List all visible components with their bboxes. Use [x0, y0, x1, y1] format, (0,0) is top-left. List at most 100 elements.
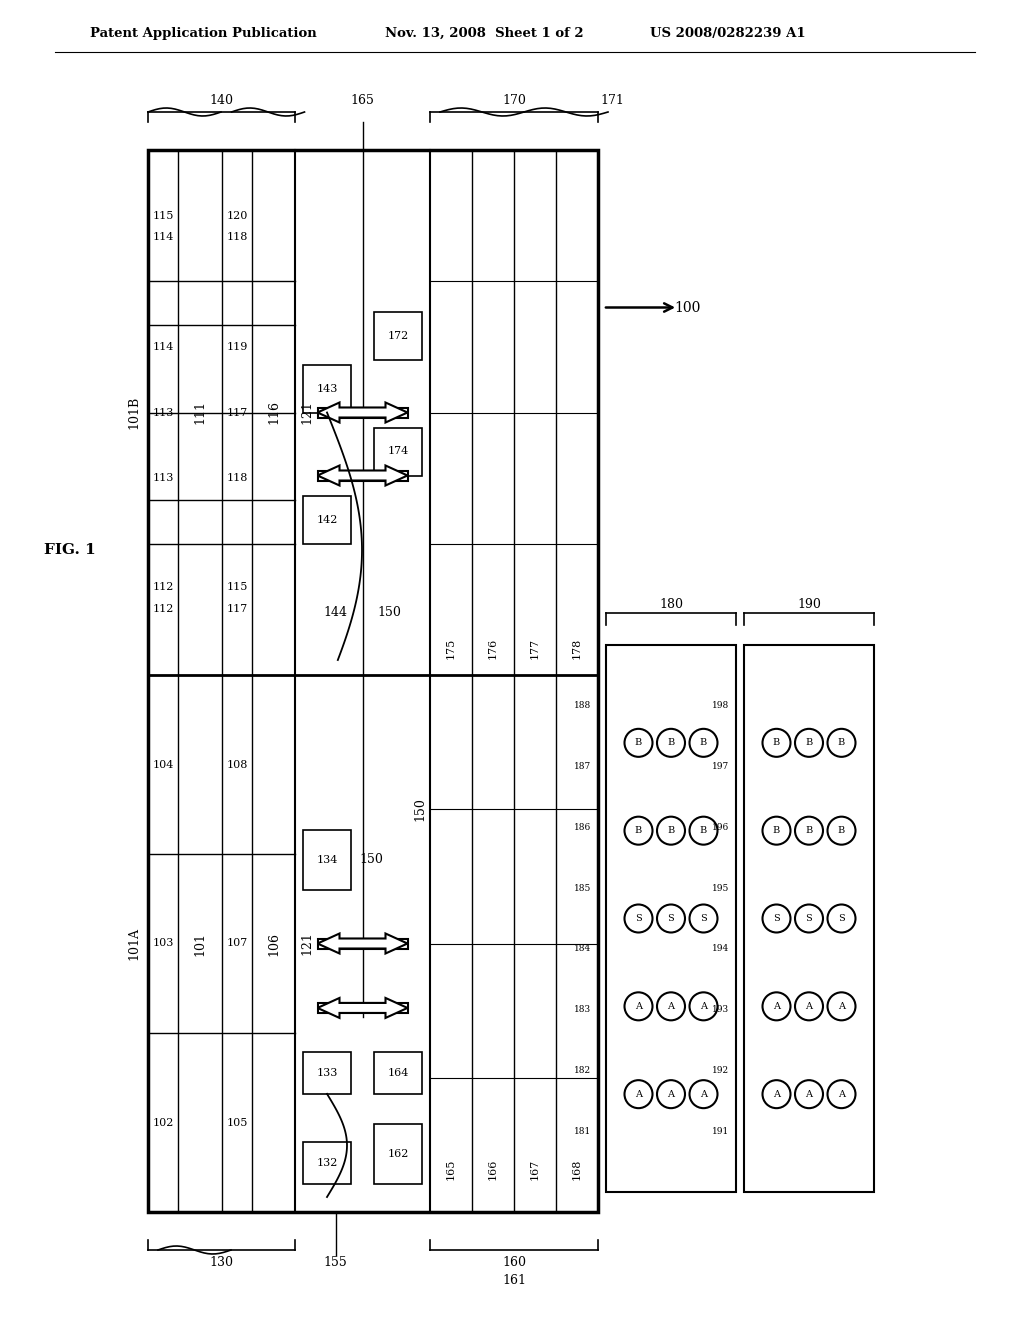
Text: S: S	[668, 913, 675, 923]
Text: 118: 118	[226, 473, 248, 483]
Text: 171: 171	[600, 94, 624, 107]
Circle shape	[689, 993, 718, 1020]
Text: 117: 117	[226, 605, 248, 614]
Text: 143: 143	[316, 384, 338, 393]
Circle shape	[689, 729, 718, 756]
Text: 112: 112	[153, 582, 174, 593]
Circle shape	[827, 817, 855, 845]
Text: 118: 118	[226, 232, 248, 243]
Text: 165: 165	[350, 94, 375, 107]
Text: B: B	[668, 738, 675, 747]
Text: A: A	[700, 1090, 707, 1098]
Text: 198: 198	[712, 701, 729, 710]
Polygon shape	[317, 466, 408, 486]
Text: B: B	[805, 826, 813, 836]
Text: 170: 170	[502, 94, 526, 107]
Circle shape	[657, 729, 685, 756]
Text: B: B	[635, 738, 642, 747]
Text: A: A	[773, 1002, 780, 1011]
Text: 134: 134	[316, 855, 338, 865]
Text: 197: 197	[712, 762, 729, 771]
Text: 116: 116	[267, 400, 281, 425]
Circle shape	[763, 729, 791, 756]
Circle shape	[827, 993, 855, 1020]
Circle shape	[795, 1080, 823, 1109]
Circle shape	[827, 1080, 855, 1109]
Bar	[744, 645, 874, 1192]
Circle shape	[657, 817, 685, 845]
Text: S: S	[806, 913, 812, 923]
Bar	[148, 150, 598, 1212]
Text: 166: 166	[488, 1159, 498, 1180]
Text: B: B	[773, 826, 780, 836]
Circle shape	[625, 1080, 652, 1109]
Text: 101: 101	[194, 932, 207, 956]
Text: 192: 192	[712, 1067, 729, 1074]
Polygon shape	[317, 933, 408, 953]
Text: 160: 160	[502, 1255, 526, 1269]
Bar	[374, 1125, 422, 1184]
Text: 186: 186	[573, 822, 591, 832]
Text: 104: 104	[153, 759, 174, 770]
Bar	[374, 1052, 422, 1094]
Text: 121: 121	[300, 932, 313, 956]
Text: FIG. 1: FIG. 1	[44, 543, 96, 557]
Text: 161: 161	[502, 1274, 526, 1287]
Text: A: A	[700, 1002, 707, 1011]
Bar	[317, 408, 408, 417]
Text: 119: 119	[226, 342, 248, 352]
Text: US 2008/0282239 A1: US 2008/0282239 A1	[650, 26, 806, 40]
Text: 165: 165	[446, 1159, 456, 1180]
Text: A: A	[773, 1090, 780, 1098]
Circle shape	[763, 993, 791, 1020]
Bar	[303, 1052, 351, 1094]
Text: 133: 133	[316, 1068, 338, 1078]
Bar	[374, 312, 422, 360]
Text: B: B	[699, 738, 708, 747]
Text: S: S	[635, 913, 642, 923]
Text: 191: 191	[712, 1127, 729, 1135]
Circle shape	[827, 729, 855, 756]
Bar	[303, 364, 351, 412]
Text: 194: 194	[712, 944, 729, 953]
Bar	[606, 645, 736, 1192]
Text: 108: 108	[226, 759, 248, 770]
Text: 176: 176	[488, 638, 498, 660]
Text: 167: 167	[530, 1159, 540, 1180]
Circle shape	[689, 1080, 718, 1109]
Circle shape	[689, 904, 718, 932]
Text: 172: 172	[387, 331, 409, 341]
Circle shape	[625, 729, 652, 756]
Bar	[303, 830, 351, 890]
Circle shape	[763, 1080, 791, 1109]
Circle shape	[795, 993, 823, 1020]
Text: 193: 193	[712, 1005, 729, 1014]
Text: 106: 106	[267, 932, 281, 956]
Text: 164: 164	[387, 1068, 409, 1078]
Text: B: B	[838, 738, 845, 747]
Text: A: A	[635, 1002, 642, 1011]
Text: 105: 105	[226, 1118, 248, 1127]
Text: 115: 115	[153, 211, 174, 220]
Text: A: A	[838, 1090, 845, 1098]
Text: A: A	[806, 1002, 812, 1011]
Text: B: B	[668, 826, 675, 836]
Bar	[317, 1003, 408, 1012]
Circle shape	[827, 904, 855, 932]
Circle shape	[763, 817, 791, 845]
Text: 184: 184	[573, 944, 591, 953]
Text: A: A	[668, 1002, 675, 1011]
Text: 180: 180	[659, 598, 683, 611]
Text: A: A	[806, 1090, 812, 1098]
Text: 142: 142	[316, 515, 338, 525]
Text: B: B	[805, 738, 813, 747]
Text: Patent Application Publication: Patent Application Publication	[90, 26, 316, 40]
Circle shape	[625, 993, 652, 1020]
Text: 182: 182	[573, 1067, 591, 1074]
Text: 187: 187	[573, 762, 591, 771]
Text: 183: 183	[573, 1005, 591, 1014]
Text: 177: 177	[530, 638, 540, 659]
Circle shape	[657, 1080, 685, 1109]
Text: B: B	[773, 738, 780, 747]
Circle shape	[795, 904, 823, 932]
